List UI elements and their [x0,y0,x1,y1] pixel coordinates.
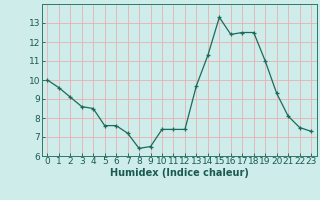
X-axis label: Humidex (Indice chaleur): Humidex (Indice chaleur) [110,168,249,178]
